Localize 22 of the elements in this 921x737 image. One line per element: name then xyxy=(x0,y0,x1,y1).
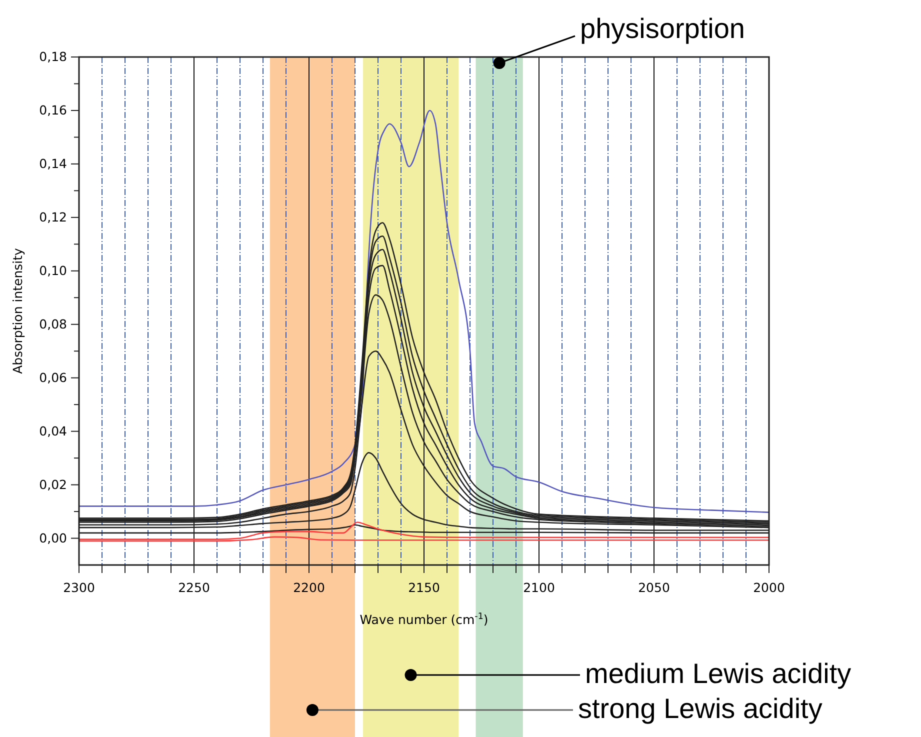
y-tick-label: 0,04 xyxy=(39,423,68,438)
x-axis-title: Wave number (cm$^{-1}$) xyxy=(360,612,488,627)
y-tick-label: 0,06 xyxy=(39,370,68,385)
y-tick-label: 0,00 xyxy=(39,530,68,546)
y-tick-label: 0,18 xyxy=(39,49,68,64)
y-tick-label: 0,14 xyxy=(39,156,68,171)
band-label: strong Lewis acidity xyxy=(578,693,822,724)
x-tick-label: 2100 xyxy=(523,580,555,595)
y-tick-label: 0,10 xyxy=(39,262,68,278)
band-label: medium Lewis acidity xyxy=(585,658,852,689)
y-tick-label: 0,02 xyxy=(39,476,67,492)
y-axis-title: Absorption intensity xyxy=(10,247,25,374)
y-tick-label: 0,16 xyxy=(39,102,68,118)
x-tick-label: 2050 xyxy=(638,580,670,595)
x-tick-label: 2200 xyxy=(293,580,325,595)
x-tick-label: 2150 xyxy=(408,580,440,595)
x-tick-label: 2000 xyxy=(753,580,785,595)
y-tick-label: 0,08 xyxy=(39,316,68,332)
y-tick-label: 0,12 xyxy=(39,209,67,224)
x-tick-label: 2300 xyxy=(63,580,95,595)
x-tick-label: 2250 xyxy=(178,580,210,595)
band-label: physisorption xyxy=(580,13,745,44)
